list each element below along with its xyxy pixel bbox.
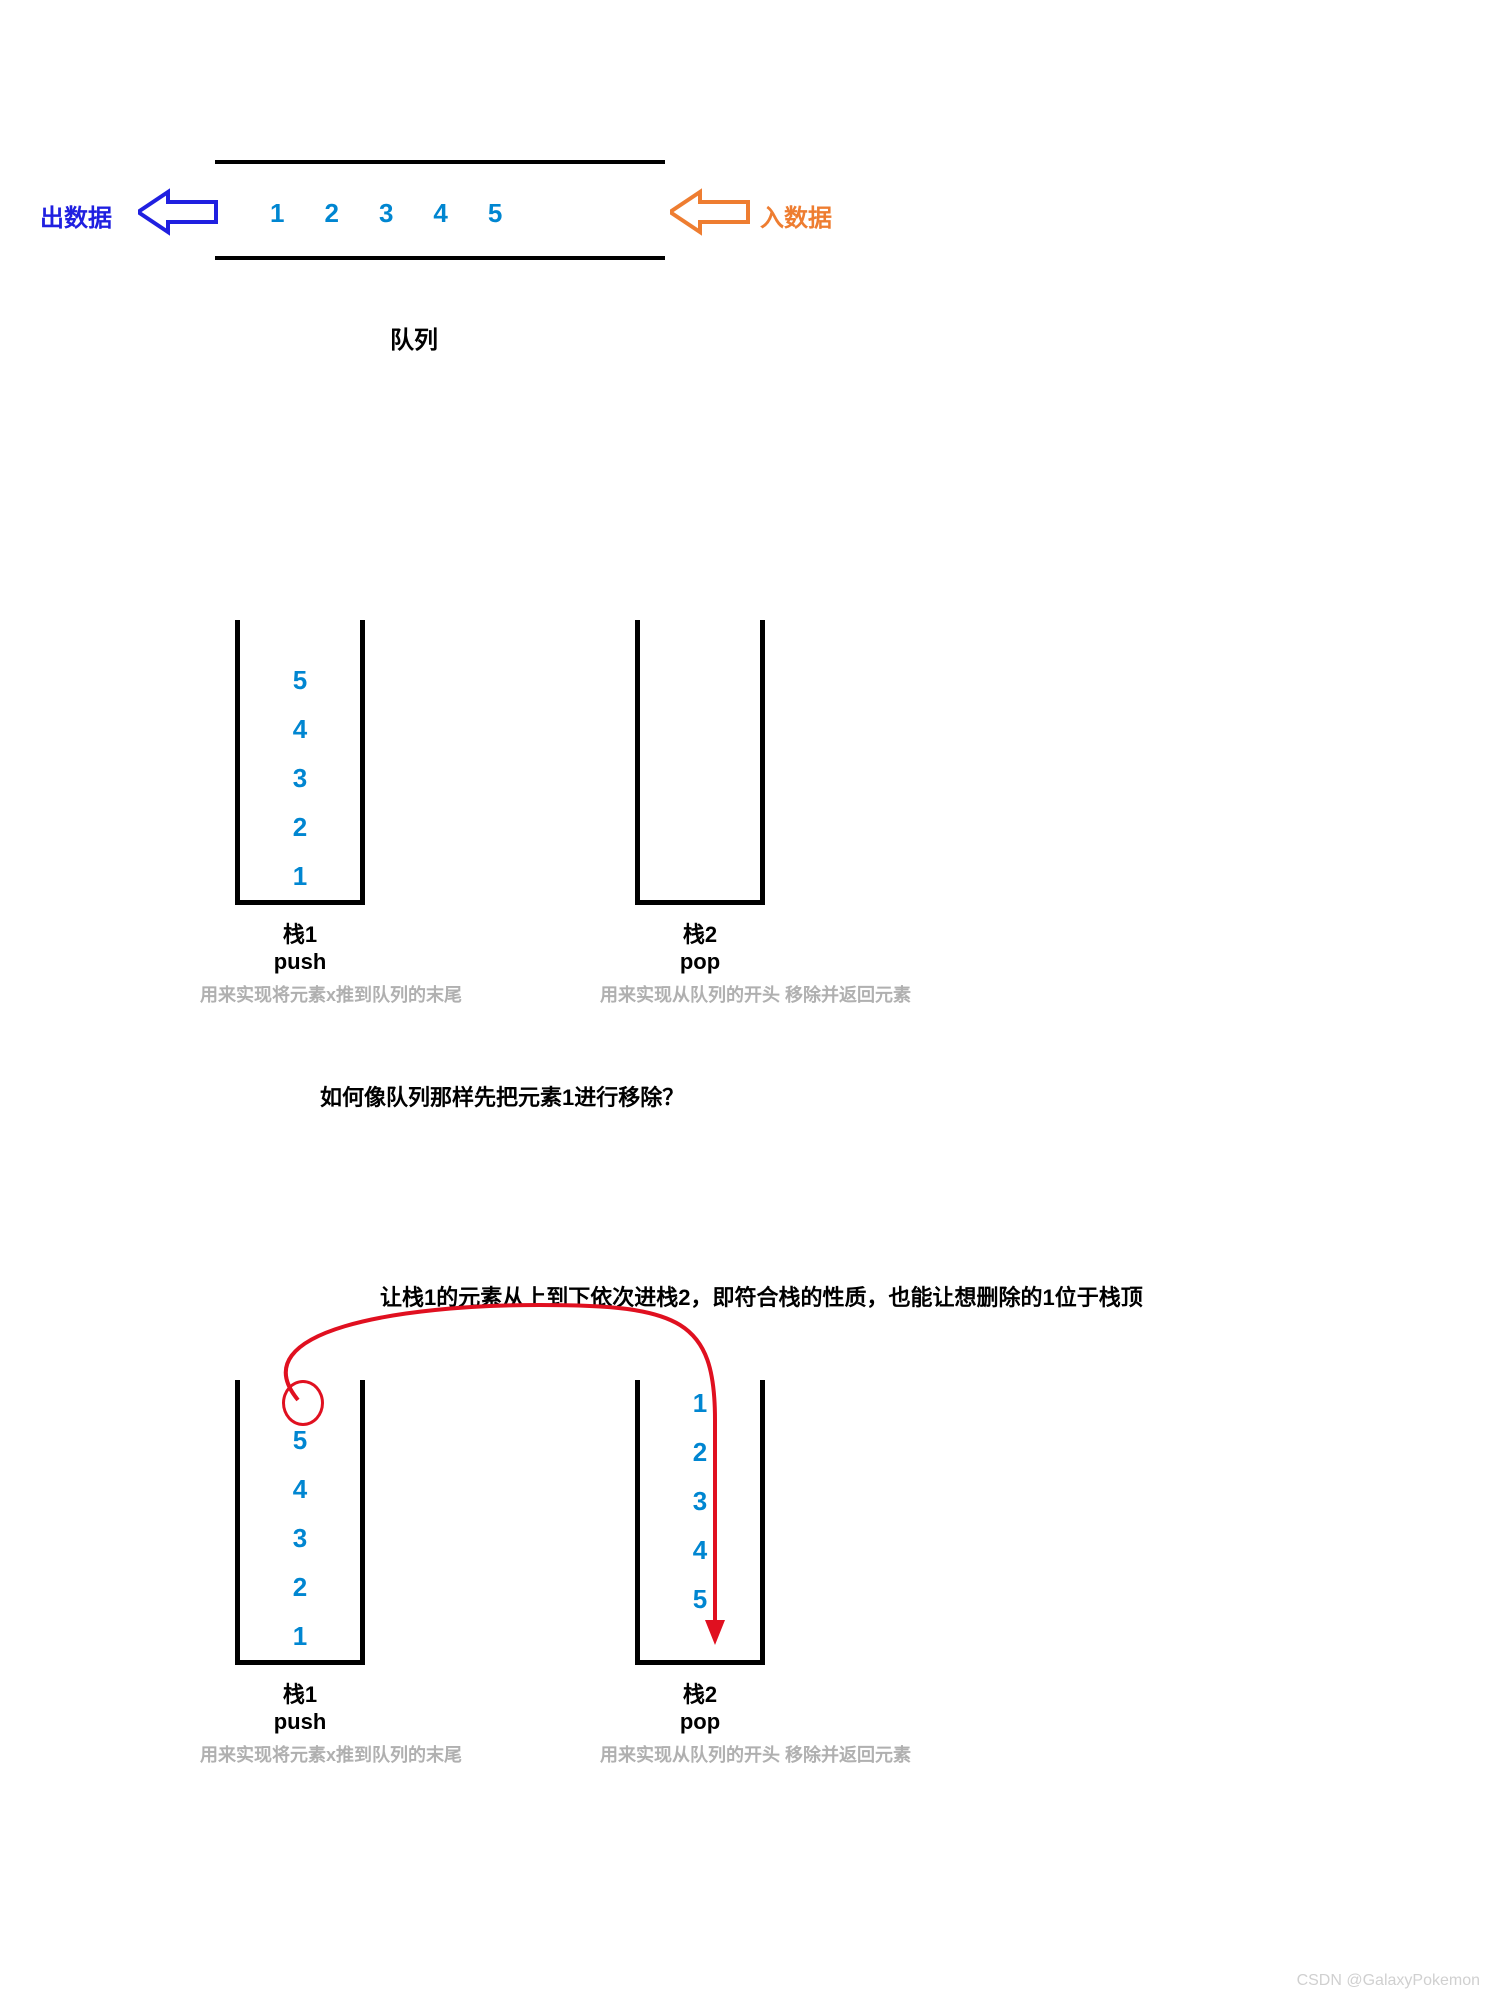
stack2b-title: 栈2 [600, 1677, 800, 1709]
stack-item: 4 [293, 714, 307, 745]
queue-bottom-border [215, 256, 665, 260]
stack-item: 5 [693, 1584, 707, 1615]
queue-numbers: 1 2 3 4 5 [270, 198, 502, 229]
stack-item: 2 [293, 1572, 307, 1603]
stack-item: 1 [293, 1621, 307, 1652]
stack2-container: 栈2 pop 用来实现从队列的开头 移除并返回元素 [600, 620, 800, 1007]
in-arrow-icon [670, 188, 750, 236]
stack1b-box: 5 4 3 2 1 [235, 1380, 365, 1665]
stack1b-desc: 用来实现将元素x推到队列的末尾 [200, 1741, 400, 1767]
stack1-container: 5 4 3 2 1 栈1 push 用来实现将元素x推到队列的末尾 [200, 620, 400, 1007]
queue-num: 1 [270, 198, 284, 229]
stack1b-container: 5 4 3 2 1 栈1 push 用来实现将元素x推到队列的末尾 [200, 1380, 400, 1767]
queue-tube: 出数据 1 2 3 4 5 入数据 [60, 160, 960, 260]
stack-item: 4 [693, 1535, 707, 1566]
queue-num: 5 [488, 198, 502, 229]
queue-num: 4 [433, 198, 447, 229]
queue-diagram: 出数据 1 2 3 4 5 入数据 队列 [60, 160, 960, 260]
in-data-label: 入数据 [760, 198, 832, 233]
stack1-op: push [200, 949, 400, 975]
stack2b-items: 1 2 3 4 5 [640, 1388, 760, 1615]
explanation-text: 让栈1的元素从上到下依次进栈2，即符合栈的性质，也能让想删除的1位于栈顶 [380, 1280, 1143, 1312]
stack-item: 1 [293, 861, 307, 892]
queue-num: 2 [324, 198, 338, 229]
watermark-text: CSDN @GalaxyPokemon [1297, 1972, 1480, 1990]
circle-highlight-icon [282, 1380, 324, 1426]
stack2b-op: pop [600, 1709, 800, 1735]
stack1b-op: push [200, 1709, 400, 1735]
queue-num: 3 [379, 198, 393, 229]
stack-item: 5 [293, 1425, 307, 1456]
stack-item: 3 [693, 1486, 707, 1517]
queue-top-border [215, 160, 665, 164]
stack-item: 4 [293, 1474, 307, 1505]
stack-item: 2 [293, 812, 307, 843]
stack2-box [635, 620, 765, 905]
stack-item: 2 [693, 1437, 707, 1468]
stack2-desc: 用来实现从队列的开头 移除并返回元素 [600, 981, 800, 1007]
stack1-box: 5 4 3 2 1 [235, 620, 365, 905]
stack-item: 3 [293, 1523, 307, 1554]
stack1b-items: 5 4 3 2 1 [240, 1425, 360, 1652]
stack-item: 1 [693, 1388, 707, 1419]
stack2-title: 栈2 [600, 917, 800, 949]
stack1-title: 栈1 [200, 917, 400, 949]
out-data-label: 出数据 [40, 198, 112, 233]
stack2b-desc: 用来实现从队列的开头 移除并返回元素 [600, 1741, 800, 1767]
stack2-op: pop [600, 949, 800, 975]
stack1-items: 5 4 3 2 1 [240, 665, 360, 892]
stack-item: 5 [293, 665, 307, 696]
out-arrow-icon [138, 188, 218, 236]
stack1b-title: 栈1 [200, 1677, 400, 1709]
question-text: 如何像队列那样先把元素1进行移除？ [320, 1080, 684, 1112]
stack-item: 3 [293, 763, 307, 794]
queue-title: 队列 [390, 320, 438, 355]
stack2b-container: 1 2 3 4 5 栈2 pop 用来实现从队列的开头 移除并返回元素 [600, 1380, 800, 1767]
stack2b-box: 1 2 3 4 5 [635, 1380, 765, 1665]
stack1-desc: 用来实现将元素x推到队列的末尾 [200, 981, 400, 1007]
